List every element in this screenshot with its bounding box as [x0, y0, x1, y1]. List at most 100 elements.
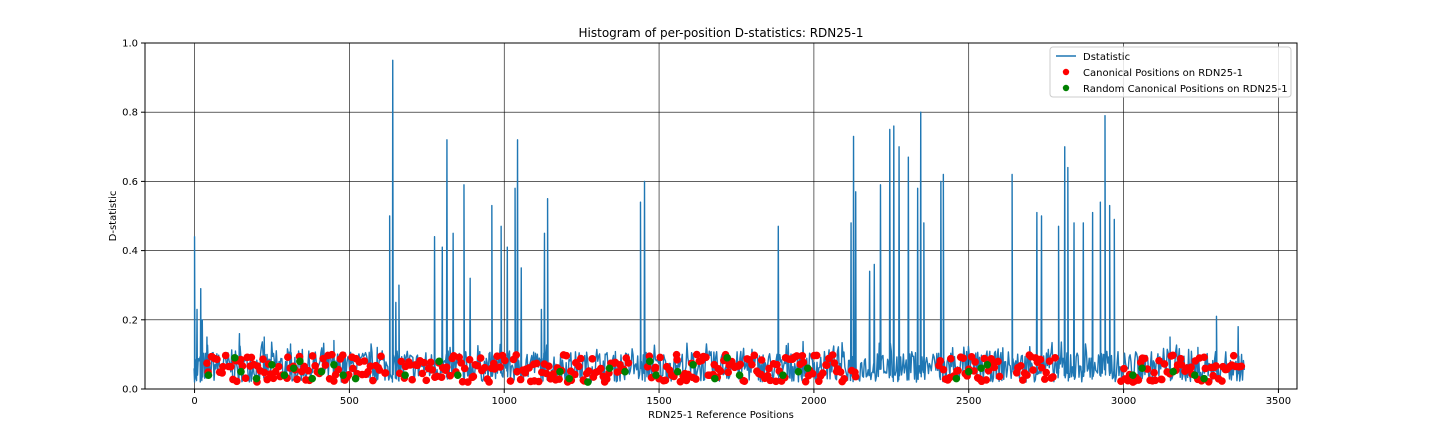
canonical-point [221, 351, 230, 360]
canonical-point [460, 364, 469, 373]
canonical-point [651, 363, 660, 372]
canonical-point [496, 363, 504, 371]
canonical-point [571, 370, 579, 379]
canonical-point [736, 360, 745, 369]
canonical-point [241, 374, 250, 382]
canonical-point [406, 361, 414, 369]
canonical-point [750, 351, 759, 360]
random-canonical-point [689, 360, 697, 369]
canonical-point [1017, 362, 1025, 370]
canonical-point [748, 360, 756, 369]
legend: Dstatistic Canonical Positions on RDN25-… [1049, 46, 1292, 98]
canonical-point [936, 357, 945, 365]
canonical-point [836, 368, 845, 376]
chart-title: Histogram of per-position D-statistics: … [579, 26, 864, 40]
random-canonical-point [339, 371, 347, 379]
canonical-point [1176, 354, 1185, 363]
canonical-point [995, 372, 1004, 381]
canonical-points-layer [203, 350, 1246, 386]
canonical-point [1042, 368, 1051, 377]
x-tick-label: 1000 [491, 396, 516, 407]
random-canonical-point [204, 371, 213, 379]
canonical-point [446, 371, 455, 380]
canonical-point [442, 363, 451, 371]
canonical-point [473, 361, 482, 370]
legend-box [1049, 46, 1292, 98]
canonical-point [603, 375, 611, 383]
canonical-point [544, 362, 553, 371]
canonical-point [693, 350, 701, 359]
canonical-point [765, 364, 773, 373]
random-canonical-point [280, 371, 289, 379]
random-canonical-point [779, 371, 787, 379]
y-tick-label: 0.4 [122, 246, 138, 257]
canonical-point [959, 354, 968, 362]
canonical-point [1212, 362, 1220, 370]
canonical-point [1040, 375, 1049, 383]
legend-random-marker [1062, 84, 1070, 92]
canonical-point [822, 361, 831, 370]
x-tick-label: 2000 [801, 396, 826, 407]
canonical-point [661, 376, 670, 385]
canonical-point [982, 376, 991, 384]
canonical-point [227, 362, 235, 371]
legend-entry-random: Random Canonical Positions on RDN25-1 [1083, 84, 1288, 95]
canonical-point [1157, 375, 1166, 384]
canonical-point [259, 355, 267, 363]
canonical-point [716, 367, 725, 375]
canonical-point [799, 358, 808, 367]
random-canonical-point [268, 360, 276, 369]
canonical-point [792, 352, 801, 360]
canonical-point [1037, 363, 1046, 372]
canonical-point [260, 368, 269, 377]
random-canonical-point [1191, 371, 1199, 379]
canonical-point [828, 351, 837, 359]
random-canonical-point [983, 360, 992, 369]
canonical-point [808, 369, 817, 378]
x-axis: 0 500 1000 1500 2000 2500 3000 3500 [191, 389, 1291, 407]
canonical-point [840, 375, 848, 383]
canonical-point [360, 357, 369, 365]
canonical-point [576, 354, 585, 363]
canonical-point [549, 370, 558, 378]
canonical-point [585, 367, 593, 375]
x-tick-label: 3500 [1266, 396, 1291, 407]
canonical-point [213, 355, 221, 364]
canonical-point [426, 358, 435, 367]
canonical-point [238, 362, 247, 370]
random-canonical-point [711, 374, 719, 383]
random-canonical-point [735, 371, 744, 379]
random-canonical-point [1169, 367, 1177, 376]
canonical-point [330, 377, 338, 385]
canonical-point [304, 366, 313, 375]
canonical-point [263, 375, 271, 384]
canonical-point [465, 355, 474, 364]
random-canonical-point [330, 360, 338, 369]
canonical-point [381, 369, 390, 377]
canonical-point [422, 376, 431, 385]
legend-canonical-marker [1062, 68, 1070, 76]
random-canonical-point [556, 367, 564, 376]
canonical-point [377, 352, 385, 361]
x-tick-label: 2500 [956, 396, 981, 407]
canonical-point [1218, 377, 1226, 385]
canonical-point [321, 361, 330, 369]
canonical-point [724, 368, 732, 377]
canonical-point [1150, 368, 1158, 377]
legend-entry-canonical: Canonical Positions on RDN25-1 [1083, 68, 1243, 79]
canonical-point [1029, 366, 1037, 374]
canonical-point [851, 372, 860, 381]
random-canonical-point [237, 367, 245, 376]
canonical-point [233, 377, 241, 386]
canonical-point [284, 353, 292, 361]
random-canonical-point [317, 367, 326, 376]
canonical-point [513, 367, 521, 376]
legend-entry-dstatistic: Dstatistic [1083, 52, 1130, 63]
canonical-point [500, 356, 509, 365]
canonical-point [740, 377, 749, 385]
canonical-point [702, 353, 710, 362]
random-canonical-point [1200, 374, 1208, 383]
canonical-point [293, 375, 301, 384]
canonical-point [219, 362, 227, 371]
canonical-point [692, 375, 700, 383]
